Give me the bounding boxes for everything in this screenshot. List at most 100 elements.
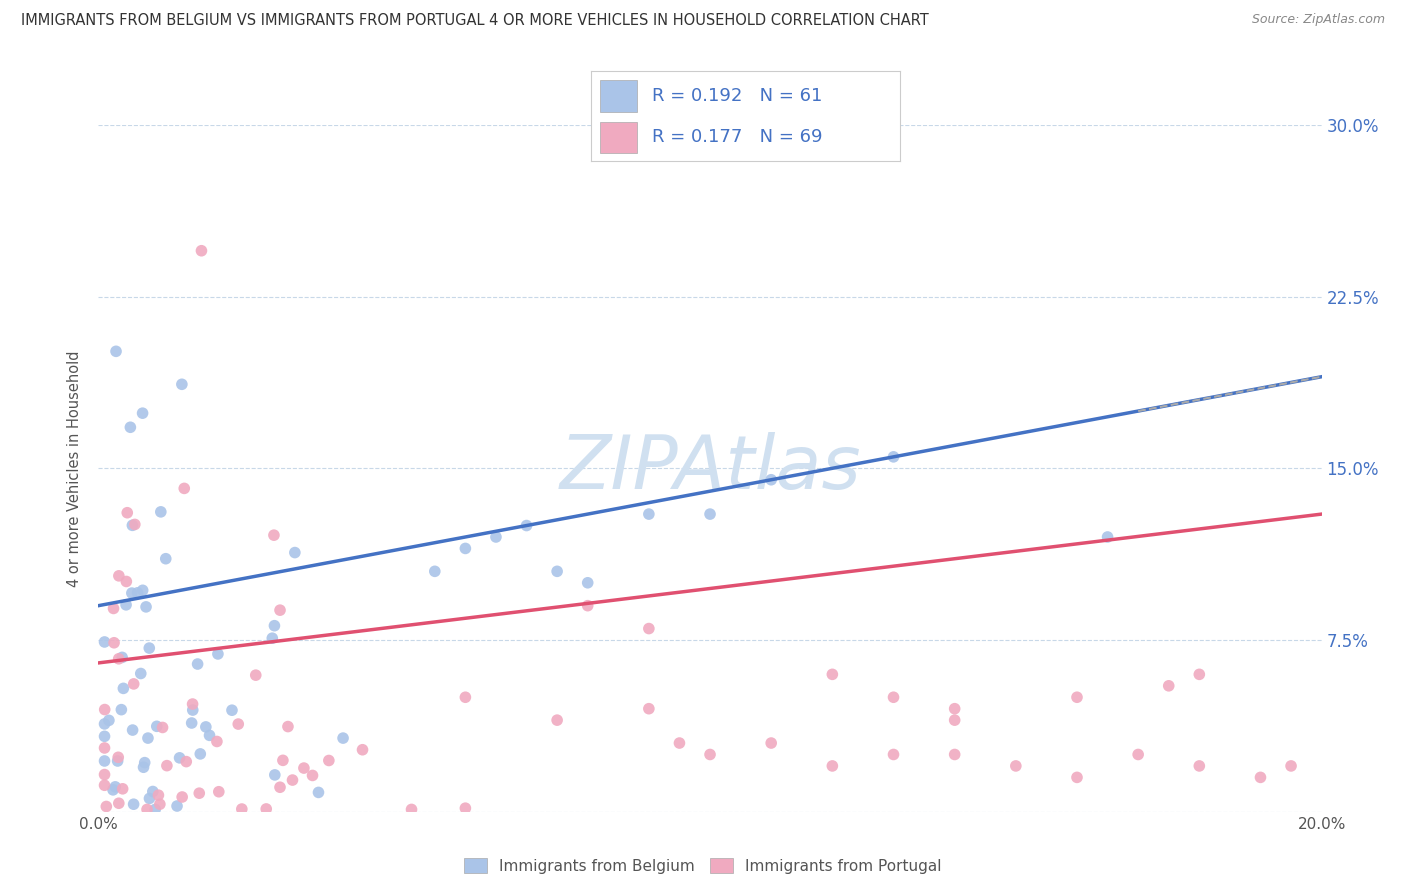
Point [332,731,354,745]
Point [115,574,138,589]
Point [135,599,157,614]
Point [1066,770,1088,785]
Point [637,507,661,521]
Point [263,528,285,542]
Point [122,677,145,691]
Point [138,791,160,805]
Point [1188,759,1211,773]
Text: Source: ZipAtlas.com: Source: ZipAtlas.com [1251,13,1385,27]
Point [637,622,661,636]
Point [93,635,115,649]
Point [132,760,155,774]
Text: ZIPAtlas: ZIPAtlas [560,433,860,504]
Point [943,713,966,727]
Point [1097,530,1119,544]
Point [205,734,228,748]
Point [155,551,177,566]
Point [93,741,115,756]
Point [271,753,294,767]
Point [699,507,721,521]
Point [142,784,165,798]
Point [759,473,782,487]
Point [101,782,124,797]
Point [546,565,568,579]
Point [110,703,132,717]
Point [115,598,138,612]
Point [149,797,172,812]
Point [943,747,966,762]
Point [821,759,844,773]
Point [281,773,304,788]
Point [1279,759,1302,773]
Point [245,668,267,682]
Point [188,786,211,800]
Point [104,780,127,794]
Point [180,716,202,731]
Point [117,506,139,520]
Point [269,603,291,617]
Point [181,697,204,711]
Point [105,344,128,359]
Point [759,736,782,750]
Point [169,751,191,765]
FancyBboxPatch shape [600,122,637,153]
Point [93,702,115,716]
Point [1157,679,1180,693]
Point [149,505,172,519]
Point [576,575,599,590]
Point [454,541,477,556]
Point [107,750,129,764]
Text: R = 0.192   N = 61: R = 0.192 N = 61 [652,87,823,105]
Point [181,703,204,717]
Point [821,667,844,681]
Point [292,761,315,775]
Y-axis label: 4 or more Vehicles in Household: 4 or more Vehicles in Household [67,350,83,587]
Point [1249,770,1271,785]
Point [263,768,285,782]
Point [146,719,169,733]
Point [134,756,156,770]
Point [172,790,194,805]
Point [262,631,284,645]
Point [516,518,538,533]
Point [111,781,134,796]
Text: R = 0.177   N = 69: R = 0.177 N = 69 [652,128,823,146]
Point [699,747,721,762]
Point [148,788,170,802]
Point [1066,690,1088,705]
Point [883,690,905,705]
Point [254,802,277,816]
Point [221,703,243,717]
Point [1004,759,1026,773]
Point [454,801,477,815]
Point [174,755,197,769]
Point [143,802,166,816]
Point [883,747,905,762]
Point [93,767,115,781]
Text: IMMIGRANTS FROM BELGIUM VS IMMIGRANTS FROM PORTUGAL 4 OR MORE VEHICLES IN HOUSEH: IMMIGRANTS FROM BELGIUM VS IMMIGRANTS FR… [21,13,929,29]
Point [131,406,153,420]
Point [263,618,285,632]
Point [668,736,690,750]
Point [173,482,195,496]
Point [93,717,115,731]
Point [454,690,477,705]
Point [188,747,211,761]
Point [138,641,160,656]
Point [152,721,174,735]
Point [108,569,131,583]
Point [166,799,188,814]
Point [136,731,159,745]
Point [122,797,145,812]
Point [107,652,129,666]
Point [190,244,212,258]
Point [93,729,115,743]
Point [121,518,143,533]
Point [156,758,179,772]
Point [208,785,231,799]
Point [108,797,131,811]
Point [93,754,115,768]
Point [231,802,253,816]
Point [170,377,193,392]
Point [284,545,307,559]
